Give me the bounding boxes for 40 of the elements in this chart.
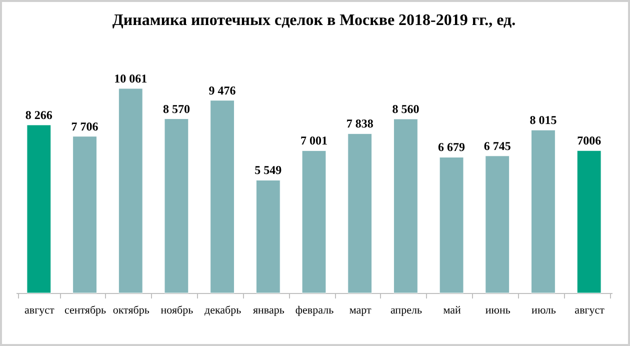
data-label: 5 549 <box>254 163 282 178</box>
bar <box>72 136 97 294</box>
data-label: 6 679 <box>438 140 466 154</box>
data-label: 7 001 <box>300 134 328 148</box>
bar <box>210 100 235 294</box>
data-label: 7 706 <box>71 119 98 134</box>
data-label: 6 745 <box>484 138 511 153</box>
x-tick-label: сентябрь <box>64 304 106 316</box>
data-label: 7 838 <box>346 116 374 131</box>
bar <box>576 150 602 294</box>
data-label: 8 570 <box>162 102 190 116</box>
x-tick-label: февраль <box>295 304 334 316</box>
x-tick-label: ноябрь <box>160 304 194 316</box>
bar <box>439 156 464 294</box>
x-tick-label: май <box>443 304 461 316</box>
bar <box>26 124 52 294</box>
bar <box>485 156 510 294</box>
data-label: 7006 <box>577 134 602 148</box>
data-label: 8 560 <box>392 102 420 116</box>
x-tick-label: август <box>24 304 55 316</box>
x-tick-label: октябрь <box>112 304 150 316</box>
x-tick-label: август <box>574 304 605 316</box>
data-label: 8 266 <box>25 108 52 122</box>
bar <box>118 88 143 294</box>
data-label: 8 015 <box>530 113 557 128</box>
x-tick-label: июнь <box>485 304 510 316</box>
x-tick-label: март <box>349 304 372 316</box>
bar <box>348 133 372 294</box>
bar <box>393 118 418 294</box>
bar <box>302 150 326 294</box>
bar <box>164 118 189 294</box>
bar <box>531 130 556 294</box>
data-label: 9 476 <box>208 83 236 98</box>
chart-title: Динамика ипотечных сделок в Москве 2018-2019 гг., ед. <box>112 12 516 29</box>
data-label: 10 061 <box>114 71 148 86</box>
x-tick-label: июль <box>532 304 556 316</box>
x-tick-label: апрель <box>390 304 422 316</box>
x-tick-label: декабрь <box>204 304 242 316</box>
bar <box>256 180 280 294</box>
x-tick-label: январь <box>252 304 284 316</box>
